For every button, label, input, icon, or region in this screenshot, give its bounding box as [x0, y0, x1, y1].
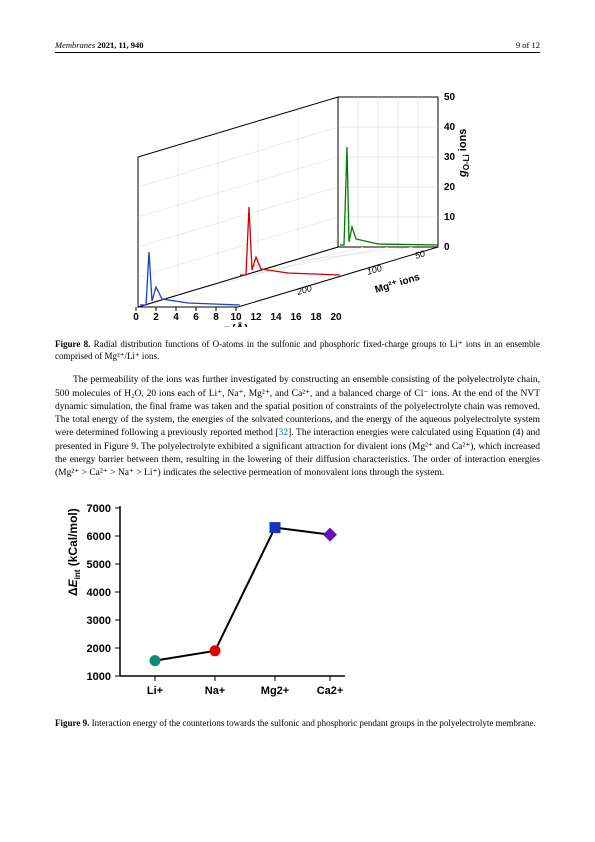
y-axis-label: ΔEint (kCal/mol) [66, 508, 82, 596]
figure-8: 0 10 20 30 40 50 gO-Li ions 0 2 4 6 8 10… [55, 77, 540, 330]
page-number: 9 of 12 [516, 40, 540, 50]
journal-info: Membranes 2021, 11, 940 [55, 40, 144, 50]
svg-text:20: 20 [444, 182, 456, 193]
svg-text:6000: 6000 [87, 531, 111, 543]
marker-ca [323, 527, 337, 541]
y-axis-label: gO-Li ions [457, 129, 471, 178]
marker-li [150, 655, 161, 666]
svg-text:12: 12 [250, 312, 262, 323]
y-ticks: 1000 2000 3000 4000 5000 6000 7000 [87, 503, 120, 683]
svg-text:18: 18 [310, 312, 322, 323]
marker-mg [270, 522, 281, 533]
figure-9: 1000 2000 3000 4000 5000 6000 7000 Li+ N… [65, 491, 540, 709]
svg-text:14: 14 [270, 312, 282, 323]
svg-text:0: 0 [133, 312, 139, 323]
svg-text:Ca2+: Ca2+ [317, 685, 344, 697]
svg-text:Mg2+: Mg2+ [261, 685, 289, 697]
depth-axis-label: Mg²⁺ ions [373, 272, 421, 296]
page-header: Membranes 2021, 11, 940 9 of 12 [55, 40, 540, 53]
svg-text:16: 16 [290, 312, 302, 323]
y-axis-right: 0 10 20 30 40 50 [444, 92, 456, 253]
svg-text:7000: 7000 [87, 503, 111, 515]
svg-text:2: 2 [153, 312, 159, 323]
svg-text:1000: 1000 [87, 671, 111, 683]
svg-text:2000: 2000 [87, 643, 111, 655]
energy-line [155, 527, 330, 660]
back-wall [338, 97, 438, 247]
citation-32[interactable]: 32 [279, 428, 289, 438]
marker-na [210, 645, 221, 656]
svg-text:30: 30 [444, 152, 456, 163]
svg-text:0: 0 [444, 242, 450, 253]
svg-text:6: 6 [193, 312, 199, 323]
svg-text:40: 40 [444, 122, 456, 133]
svg-text:3000: 3000 [87, 615, 111, 627]
figure-9-chart: 1000 2000 3000 4000 5000 6000 7000 Li+ N… [65, 491, 365, 706]
x-axis: 0 2 4 6 8 10 12 14 16 18 20 [133, 307, 342, 323]
svg-text:Li+: Li+ [147, 685, 163, 697]
figure-8-chart: 0 10 20 30 40 50 gO-Li ions 0 2 4 6 8 10… [118, 77, 478, 327]
figure-9-caption: Figure 9. Interaction energy of the coun… [55, 717, 540, 729]
svg-text:50: 50 [444, 92, 456, 103]
svg-text:8: 8 [213, 312, 219, 323]
x-axis-label: r (Å) [223, 321, 248, 327]
svg-text:4: 4 [173, 312, 179, 323]
body-paragraph: The permeability of the ions was further… [55, 374, 540, 480]
svg-text:20: 20 [330, 312, 342, 323]
svg-text:10: 10 [444, 212, 456, 223]
svg-text:5000: 5000 [87, 559, 111, 571]
x-ticks: Li+ Na+ Mg2+ Ca2+ [147, 676, 343, 697]
svg-text:4000: 4000 [87, 587, 111, 599]
svg-text:Na+: Na+ [205, 685, 226, 697]
figure-8-caption: Figure 8. Radial distribution functions … [55, 338, 540, 362]
